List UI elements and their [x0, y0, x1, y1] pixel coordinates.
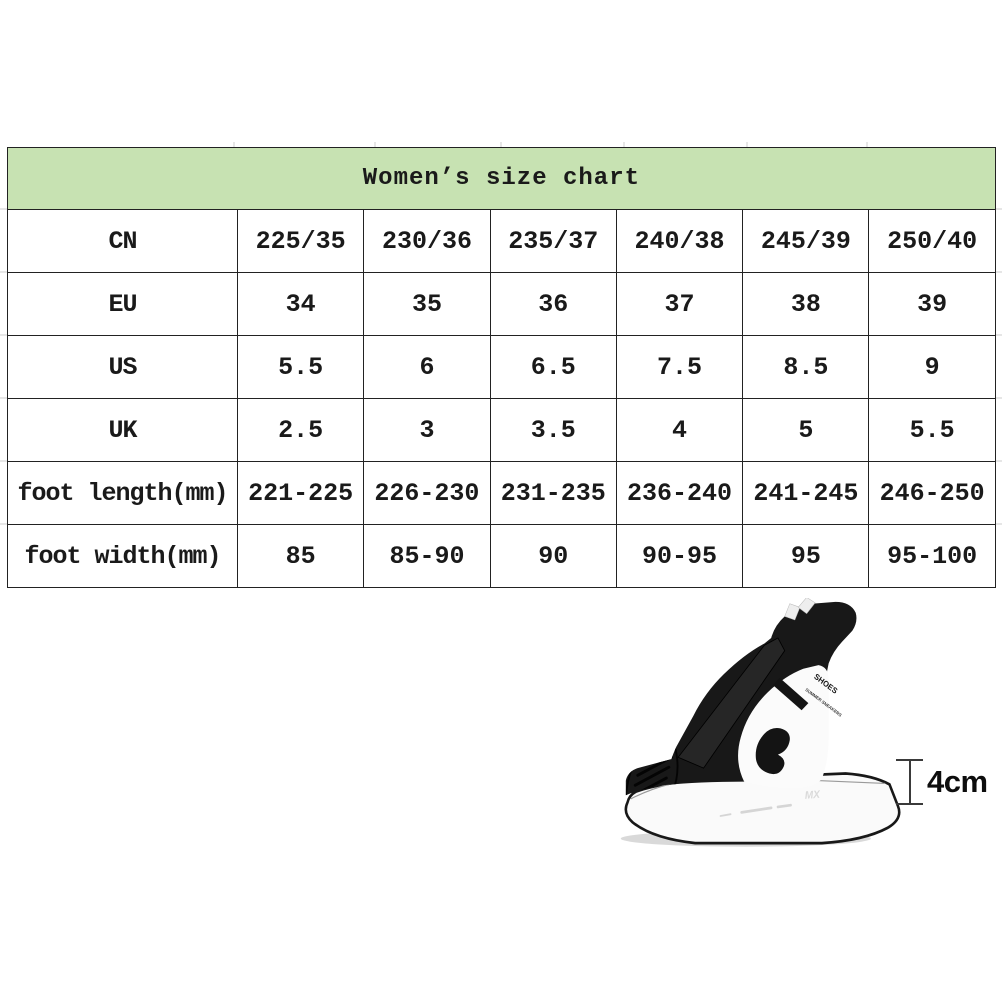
svg-text:MX: MX [804, 789, 821, 802]
